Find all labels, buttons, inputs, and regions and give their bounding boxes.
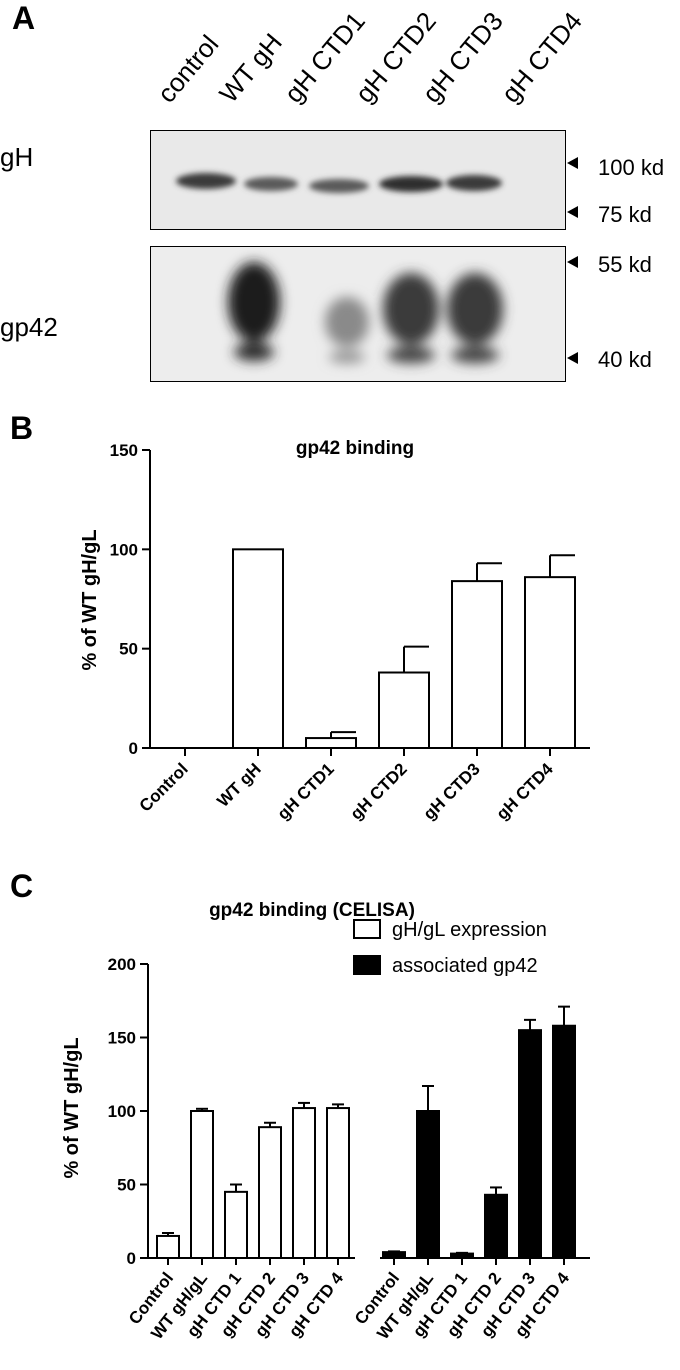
marker-arrow-icon [567, 352, 578, 364]
bar [451, 580, 503, 749]
bar [292, 1107, 316, 1259]
y-tick-label: 100 [108, 1102, 136, 1121]
western-blot-gh [150, 130, 566, 230]
y-tick-label: 100 [110, 540, 138, 559]
western-blot-gh-image [151, 131, 565, 229]
bar [378, 671, 430, 749]
marker-40kd: 40 kd [598, 347, 652, 372]
bar [416, 1110, 440, 1259]
bar [232, 548, 284, 749]
marker-100kd: 100 kd [598, 155, 665, 180]
bar [524, 576, 576, 749]
bar [382, 1251, 406, 1259]
x-tick-label: gH CTD3 [420, 759, 484, 823]
x-tick-label: Control [136, 759, 192, 815]
marker-75kd: 75 kd [598, 202, 652, 227]
y-tick-label: 150 [108, 1029, 136, 1048]
panel-b-letter: B [10, 410, 34, 446]
legend-label: gH/gL expression [392, 919, 547, 941]
lane-label: control [151, 29, 225, 109]
bar-chart-gp42-binding: gp42 binding % of WT gH/gL 0 50 100 150 Contro… [79, 438, 590, 824]
panel-c-letter: C [10, 868, 34, 904]
bar [305, 737, 357, 750]
y-tick-label: 50 [119, 640, 138, 659]
western-blot-gp42 [150, 246, 566, 382]
chart-title: gp42 binding [296, 438, 414, 459]
bar-chart-gp42-binding-celisa: gp42 binding (CELISA) % of WT gH/gL 0 50 100… [61, 900, 590, 1343]
lane-label: WT gH [213, 27, 288, 109]
marker-55kd: 55 kd [598, 252, 652, 277]
panel-a-letter: A [12, 0, 36, 36]
marker-arrow-icon [567, 256, 578, 268]
x-tick-label: gH CTD2 [347, 759, 411, 823]
chart-title: gp42 binding (CELISA) [209, 900, 415, 921]
bar [326, 1107, 350, 1259]
marker-arrow-icon [567, 157, 578, 169]
bar [552, 1024, 576, 1259]
bar [518, 1029, 542, 1259]
y-tick-label: 200 [108, 955, 136, 974]
legend-label: associated gp42 [392, 955, 538, 977]
bar [190, 1110, 214, 1259]
bar [156, 1234, 180, 1260]
y-axis-label: % of WT gH/gL [79, 529, 101, 670]
marker-arrow-icon [567, 206, 578, 218]
legend-swatch [353, 955, 381, 975]
western-blot-gp42-image [151, 247, 565, 381]
x-tick-label: WT gH [213, 759, 264, 810]
bar [224, 1190, 248, 1260]
y-tick-label: 150 [110, 441, 138, 460]
x-tick-label: gH CTD4 [493, 759, 558, 824]
legend-swatch [353, 919, 381, 939]
bar [484, 1193, 508, 1260]
y-tick-label: 0 [127, 1249, 136, 1268]
y-axis-label: % of WT gH/gL [61, 1037, 83, 1178]
y-tick-label: 0 [129, 739, 138, 758]
bar [450, 1252, 474, 1259]
lane-label: gH CTD4 [495, 6, 588, 109]
bar [258, 1126, 282, 1259]
blot-bottom-label: gp42 [0, 312, 58, 342]
y-tick-label: 50 [117, 1176, 136, 1195]
x-tick-label: gH CTD1 [274, 759, 338, 823]
blot-top-label: gH [0, 142, 34, 172]
